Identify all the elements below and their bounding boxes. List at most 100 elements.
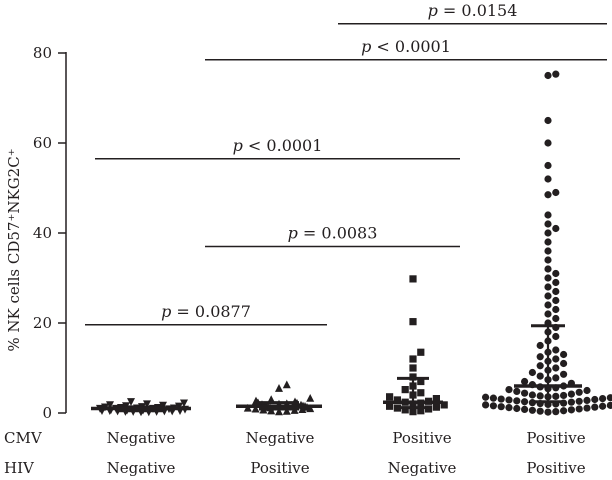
data-point [432,395,440,403]
data-point [513,387,521,395]
y-tick-label: 40 [33,224,52,242]
data-point [544,292,552,300]
data-point [567,406,576,414]
data-point [583,404,591,412]
data-point [417,407,425,415]
row-label-hiv: HIV [4,459,35,477]
data-point [552,392,560,400]
data-point [552,224,560,233]
data-point [567,390,576,398]
data-point [536,372,544,380]
group-4-hiv-label: Positive [526,459,585,477]
data-point [409,408,417,416]
data-point [560,391,568,400]
data-point [552,314,560,323]
data-point [175,402,183,411]
data-point [401,386,409,394]
data-point [513,397,521,405]
data-point [606,401,612,409]
group-1-hiv-label: Negative [107,459,176,477]
data-point [528,406,537,414]
y-tick-label: 20 [33,314,52,332]
data-point [599,402,607,410]
data-point [544,116,552,125]
data-point [275,407,283,416]
data-point [567,398,576,406]
data-point [544,256,552,264]
data-point [544,283,552,291]
data-point [521,377,529,386]
data-point [560,359,568,368]
data-point [306,393,315,402]
data-point [275,384,283,392]
data-point [251,404,260,413]
data-point [552,70,560,78]
category-labels: Negative Negative Negative Positive Posi… [107,429,586,477]
data-point [552,332,560,341]
data-point [583,386,591,395]
data-point [552,287,560,296]
data-point [560,407,568,415]
y-axis-label: % NK cells CD57⁺NKG2C⁺ [5,148,23,351]
data-point [552,374,560,382]
data-point [552,188,560,197]
data-point [521,398,529,406]
data-point [536,392,544,400]
data-point [282,407,291,415]
data-point [583,396,591,404]
data-point [536,353,544,361]
data-point [282,380,291,389]
data-points [96,70,612,417]
data-point [393,396,401,404]
data-point [417,348,425,356]
data-point [513,404,521,413]
data-point [536,341,544,350]
data-point [544,191,552,199]
data-point [521,405,529,413]
data-point [599,395,607,403]
data-point [544,247,552,255]
data-point [401,406,409,414]
data-point [544,310,552,318]
data-point [544,301,552,309]
data-point [180,399,188,408]
data-point [560,370,568,378]
data-point [497,403,505,411]
data-point [106,401,114,410]
data-point [552,408,560,416]
group-3-hiv-label: Negative [388,459,457,477]
data-point [143,400,151,409]
data-point [544,211,552,219]
group-1-cmv-label: Negative [107,429,176,447]
data-point [521,389,529,397]
y-tick-label: 0 [42,404,52,422]
data-point [482,393,490,401]
data-point [528,368,537,377]
data-point [528,391,537,399]
y-tick-label: 60 [33,134,52,152]
data-point [560,350,568,359]
data-point [536,407,544,415]
data-point [575,388,583,396]
y-axis-ticks [58,52,66,414]
p-value-label: p = 0.0083 [288,224,378,243]
data-point [544,265,552,273]
data-point [544,274,552,282]
y-tick-label: 80 [33,44,52,62]
data-point [552,269,560,278]
data-point [489,402,497,410]
data-point [505,396,513,404]
p-value-label: p = 0.0154 [428,1,518,20]
data-point [409,275,417,283]
data-point [552,278,560,287]
y-tick-labels: 0 20 40 60 80 [33,44,52,422]
row-label-cmv: CMV [4,429,43,447]
data-point [127,398,135,406]
p-value-label: p = 0.0877 [161,302,251,321]
data-point [432,403,440,411]
data-point [544,161,552,170]
data-point [544,175,552,183]
data-point [409,318,417,326]
data-point [505,404,513,412]
